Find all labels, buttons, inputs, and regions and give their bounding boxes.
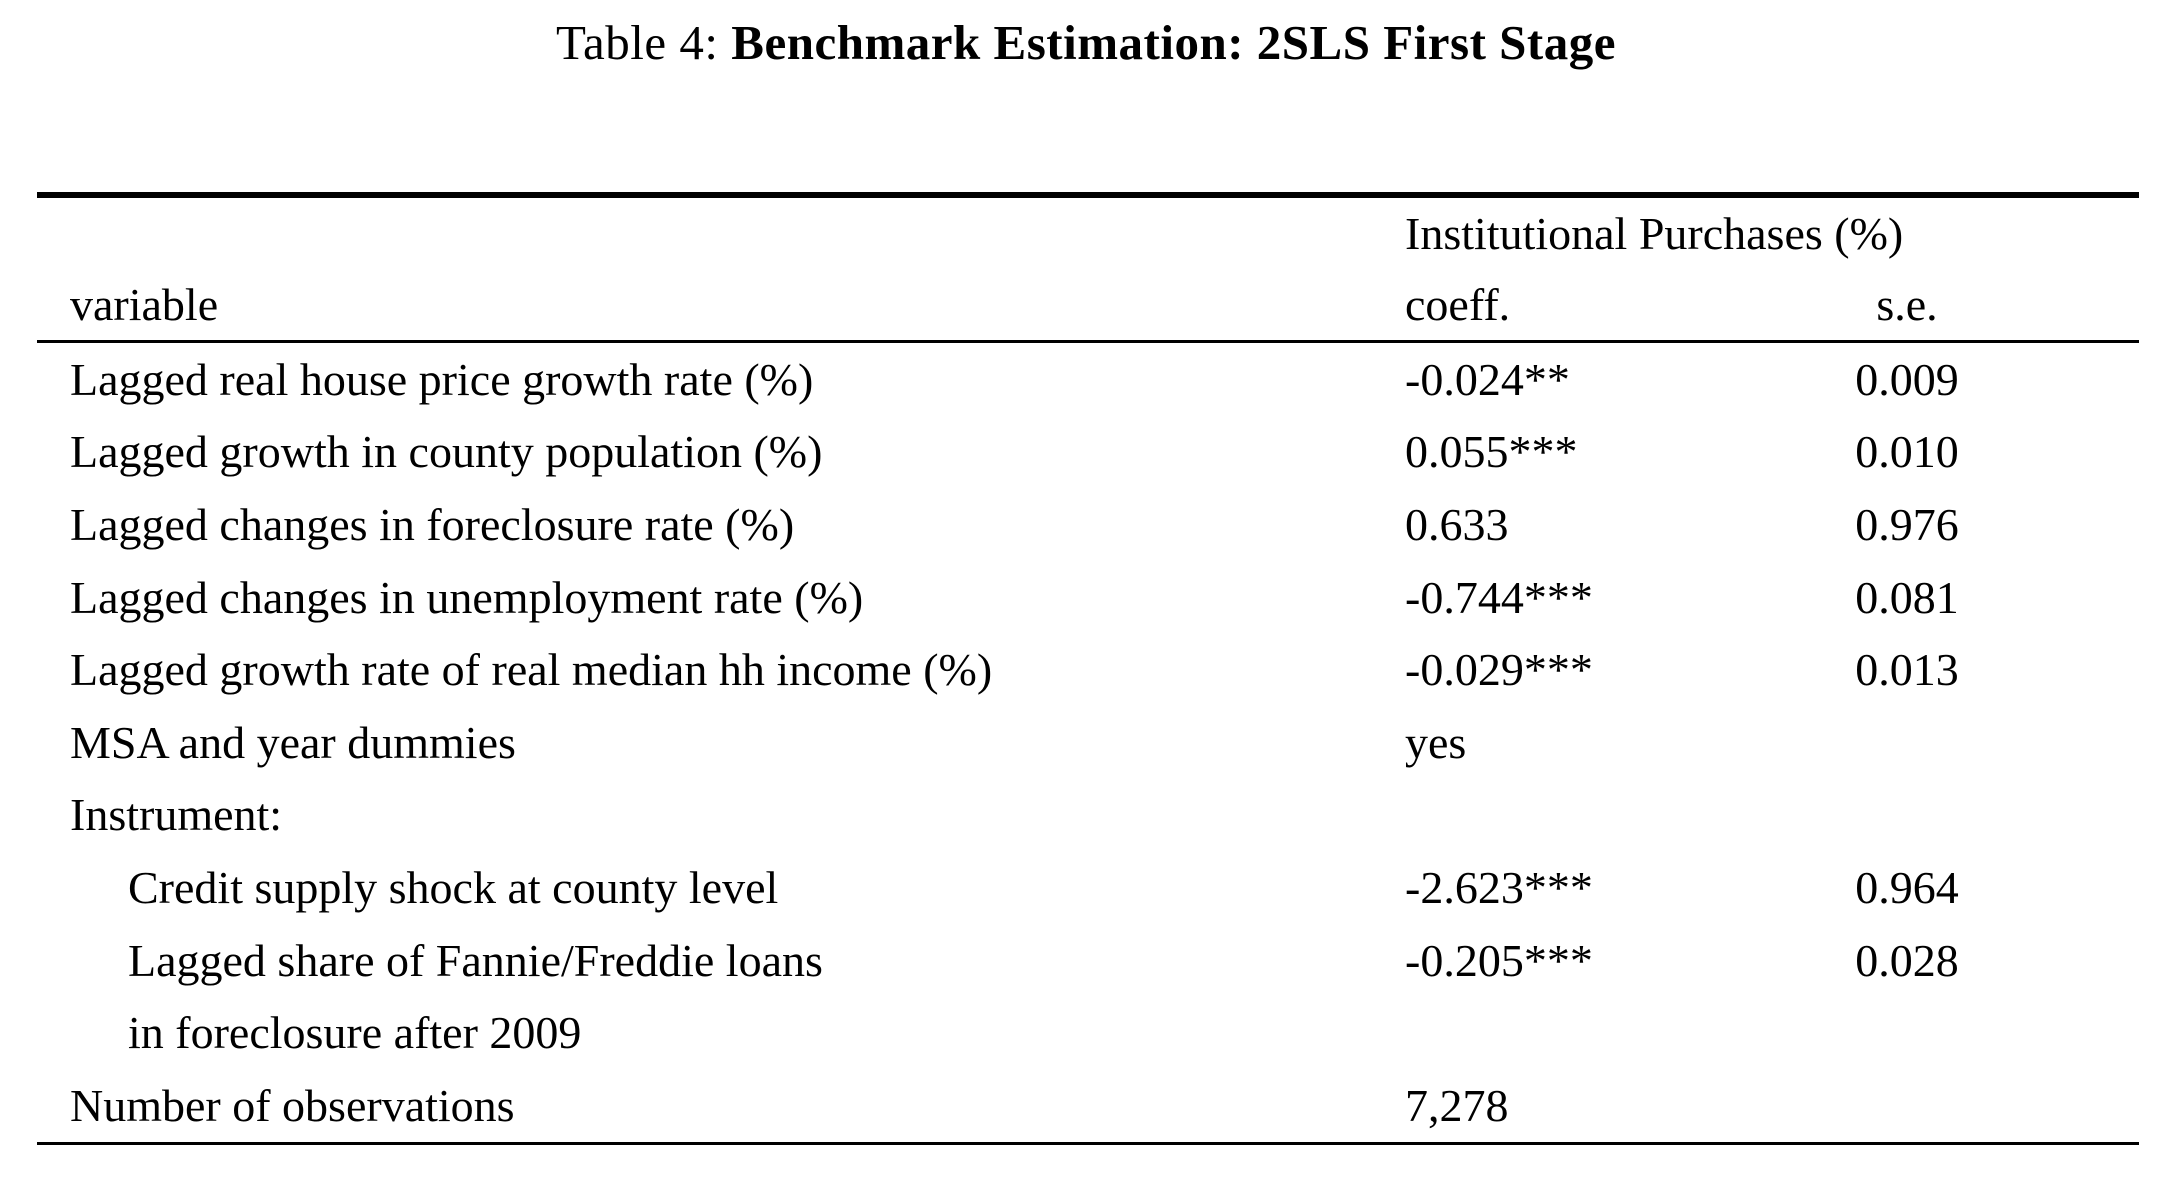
table-row: Lagged real house price growth rate (%) -… <box>37 343 2139 416</box>
row-se-value: 0.028 <box>1855 934 1959 986</box>
table-header: Institutional Purchases (%) variable coe… <box>37 198 2139 340</box>
table-row: Instrument: <box>37 779 2139 852</box>
table-caption: Table 4: Benchmark Estimation: 2SLS Firs… <box>0 14 2172 71</box>
row-label: in foreclosure after 2009 <box>128 1007 582 1059</box>
row-label: Lagged share of Fannie/Freddie loans <box>128 934 823 986</box>
row-coeff-value: yes <box>1405 716 1467 768</box>
regression-table: Institutional Purchases (%) variable coe… <box>37 192 2139 1145</box>
row-se-value: 0.009 <box>1855 353 1959 405</box>
table-row: MSA and year dummies yes <box>37 706 2139 779</box>
table-caption-title: Benchmark Estimation: 2SLS First Stage <box>731 15 1616 70</box>
row-label: Lagged growth in county population (%) <box>70 426 823 478</box>
row-label: Lagged growth rate of real median hh inc… <box>70 644 993 696</box>
table-row: Lagged growth rate of real median hh inc… <box>37 633 2139 706</box>
row-se-value: 0.976 <box>1855 498 1959 550</box>
row-coeff-value: 0.055*** <box>1405 426 1578 478</box>
table-row: Lagged changes in foreclosure rate (%) 0.… <box>37 488 2139 561</box>
row-se-value: 0.964 <box>1855 861 1959 913</box>
row-coeff-value: -0.029*** <box>1405 644 1593 696</box>
column-header-se: s.e. <box>1876 279 1938 330</box>
row-coeff-value: 0.633 <box>1405 498 1509 550</box>
column-group-header: Institutional Purchases (%) <box>1405 208 1904 259</box>
row-coeff-value: 7,278 <box>1405 1079 1509 1131</box>
table-row: Lagged changes in unemployment rate (%) -… <box>37 561 2139 634</box>
table-row: Credit supply shock at county level -2.62… <box>37 851 2139 924</box>
row-label: Credit supply shock at county level <box>128 861 779 913</box>
row-coeff-value: -0.205*** <box>1405 934 1593 986</box>
table-body: Lagged real house price growth rate (%) -… <box>37 343 2139 1142</box>
table-caption-number: Table 4: <box>556 15 732 70</box>
column-header-coeff: coeff. <box>1405 279 1511 330</box>
row-label: Number of observations <box>70 1079 515 1131</box>
row-label: Lagged real house price growth rate (%) <box>70 353 814 405</box>
header-rule <box>37 340 2139 343</box>
row-se-value: 0.081 <box>1855 571 1959 623</box>
row-se-value: 0.010 <box>1855 426 1959 478</box>
column-group-header-row: Institutional Purchases (%) <box>37 198 2139 269</box>
row-label: Instrument: <box>70 789 283 841</box>
row-label: Lagged changes in foreclosure rate (%) <box>70 498 795 550</box>
bottom-rule <box>37 1141 2139 1145</box>
table-row: in foreclosure after 2009 <box>37 996 2139 1069</box>
table-row: Number of observations 7,278 <box>37 1069 2139 1142</box>
row-label: Lagged changes in unemployment rate (%) <box>70 571 864 623</box>
table-row: Lagged share of Fannie/Freddie loans -0.2… <box>37 924 2139 997</box>
row-coeff-value: -2.623*** <box>1405 861 1593 913</box>
column-header-variable: variable <box>70 279 219 330</box>
row-coeff-value: -0.024** <box>1405 353 1570 405</box>
row-se-value: 0.013 <box>1855 644 1959 696</box>
table-row: Lagged growth in county population (%) 0.… <box>37 416 2139 489</box>
column-header-row: variable coeff. s.e. <box>37 269 2139 340</box>
row-coeff-value: -0.744*** <box>1405 571 1593 623</box>
top-double-rule <box>37 192 2139 198</box>
row-label: MSA and year dummies <box>70 716 516 768</box>
